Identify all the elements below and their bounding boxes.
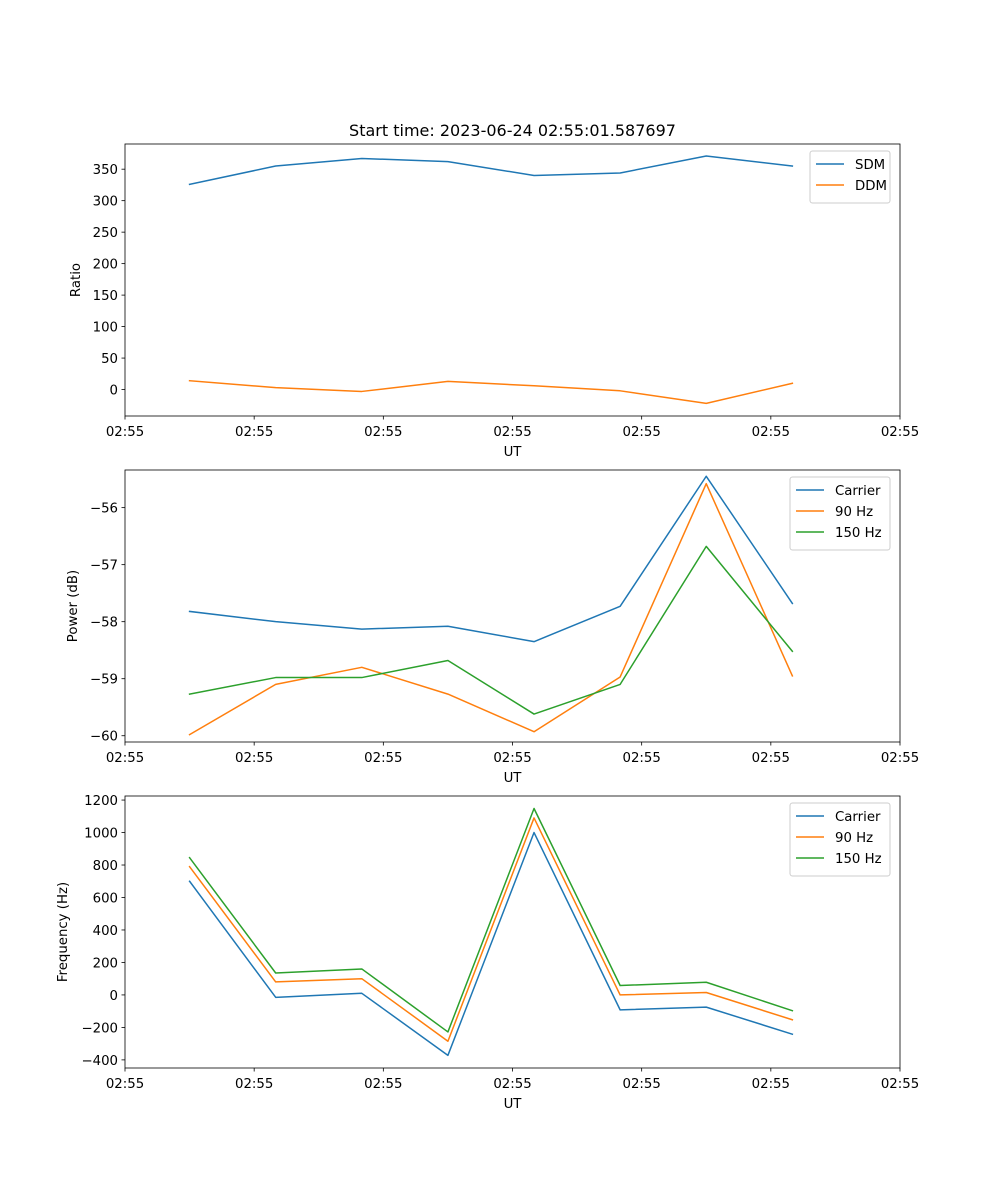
frequency-x-tick-label: 02:55 <box>752 1077 790 1092</box>
power-y-axis-label: Power (dB) <box>66 570 81 642</box>
frequency-y-tick-label: 1200 <box>84 794 118 809</box>
power-x-tick-label: 02:55 <box>881 751 919 766</box>
power-y-tick-label: −59 <box>90 673 118 688</box>
ratio-y-tick-label: 50 <box>101 352 118 367</box>
ratio-y-tick-label: 150 <box>93 289 118 304</box>
ratio-y-tick-label: 300 <box>93 195 118 210</box>
frequency-y-tick-label: 200 <box>93 956 118 971</box>
ratio-x-tick-label: 02:55 <box>623 425 661 440</box>
power-x-tick-label: 02:55 <box>623 751 661 766</box>
frequency-y-tick-label: 0 <box>110 989 118 1004</box>
power-panel: 02:55 02:55 02:55 02:55 02:55 02:55 02:55 −60 −5… <box>66 469 919 786</box>
power-legend: Carrier 90 Hz 150 Hz <box>789 476 891 551</box>
frequency-x-tick-label: 02:55 <box>364 1077 402 1092</box>
power-legend-label-1: 90 Hz <box>835 505 873 520</box>
frequency-x-tick-label: 02:55 <box>106 1077 144 1092</box>
ratio-y-axis-label: Ratio <box>69 263 84 297</box>
frequency-x-tick-label: 02:55 <box>623 1077 661 1092</box>
frequency-legend: Carrier 90 Hz 150 Hz <box>789 802 891 877</box>
frequency-y-tick-label: −200 <box>81 1021 118 1036</box>
frequency-x-tick-label: 02:55 <box>881 1077 919 1092</box>
ratio-x-axis-label: UT <box>504 445 523 460</box>
ratio-y-tick-label: 350 <box>93 163 118 178</box>
ratio-y-tick-label: 250 <box>93 226 118 241</box>
frequency-legend-label-0: Carrier <box>835 810 881 825</box>
ratio-legend-label-1: DDM <box>855 179 887 194</box>
figure-title: Start time: 2023-06-24 02:55:01.587697 <box>349 121 676 140</box>
frequency-legend-label-1: 90 Hz <box>835 831 873 846</box>
power-x-tick-label: 02:55 <box>235 751 273 766</box>
power-x-tick-label: 02:55 <box>752 751 790 766</box>
frequency-x-tick-label: 02:55 <box>493 1077 531 1092</box>
frequency-y-tick-label: 400 <box>93 924 118 939</box>
frequency-y-tick-label: −400 <box>81 1054 118 1069</box>
ratio-x-tick-label: 02:55 <box>881 425 919 440</box>
ratio-legend-label-0: SDM <box>855 158 885 173</box>
power-x-axis-label: UT <box>504 771 523 786</box>
ratio-panel: 02:55 02:55 02:55 02:55 02:55 02:55 02:55 0 50 10… <box>69 143 919 460</box>
ratio-x-tick-label: 02:55 <box>106 425 144 440</box>
frequency-x-axis-label: UT <box>504 1097 523 1112</box>
power-y-tick-label: −58 <box>90 616 118 631</box>
frequency-y-tick-label: 600 <box>93 891 118 906</box>
power-legend-label-2: 150 Hz <box>835 526 882 541</box>
ratio-x-tick-label: 02:55 <box>235 425 273 440</box>
power-y-tick-label: −56 <box>90 502 118 517</box>
frequency-panel: 02:55 02:55 02:55 02:55 02:55 02:55 02:55 −400 −… <box>56 794 919 1112</box>
power-series-line-1 <box>188 482 794 736</box>
ratio-y-tick-label: 0 <box>110 384 118 399</box>
ratio-x-tick-label: 02:55 <box>364 425 402 440</box>
power-legend-label-0: Carrier <box>835 484 881 499</box>
frequency-x-tick-label: 02:55 <box>235 1077 273 1092</box>
power-x-tick-label: 02:55 <box>364 751 402 766</box>
ratio-y-tick-label: 200 <box>93 258 118 273</box>
ratio-x-tick-label: 02:55 <box>752 425 790 440</box>
frequency-y-tick-label: 800 <box>93 859 118 874</box>
power-x-tick-label: 02:55 <box>106 751 144 766</box>
ratio-series-line-1 <box>188 379 794 405</box>
ratio-legend: SDM DDM <box>809 150 891 204</box>
power-y-tick-label: −57 <box>90 559 118 574</box>
ratio-y-tick-label: 100 <box>93 321 118 336</box>
power-y-tick-label: −60 <box>90 730 118 745</box>
frequency-legend-label-2: 150 Hz <box>835 852 882 867</box>
frequency-y-axis-label: Frequency (Hz) <box>56 882 71 982</box>
power-x-tick-label: 02:55 <box>493 751 531 766</box>
frequency-series-line-1 <box>188 817 794 1042</box>
ratio-x-tick-label: 02:55 <box>493 425 531 440</box>
frequency-series-line-0 <box>188 831 794 1057</box>
power-series-line-2 <box>188 545 794 715</box>
power-series-line-0 <box>188 475 794 643</box>
frequency-y-tick-label: 1000 <box>84 827 118 842</box>
frequency-series-line-2 <box>188 807 794 1033</box>
ratio-series-line-0 <box>188 155 794 186</box>
